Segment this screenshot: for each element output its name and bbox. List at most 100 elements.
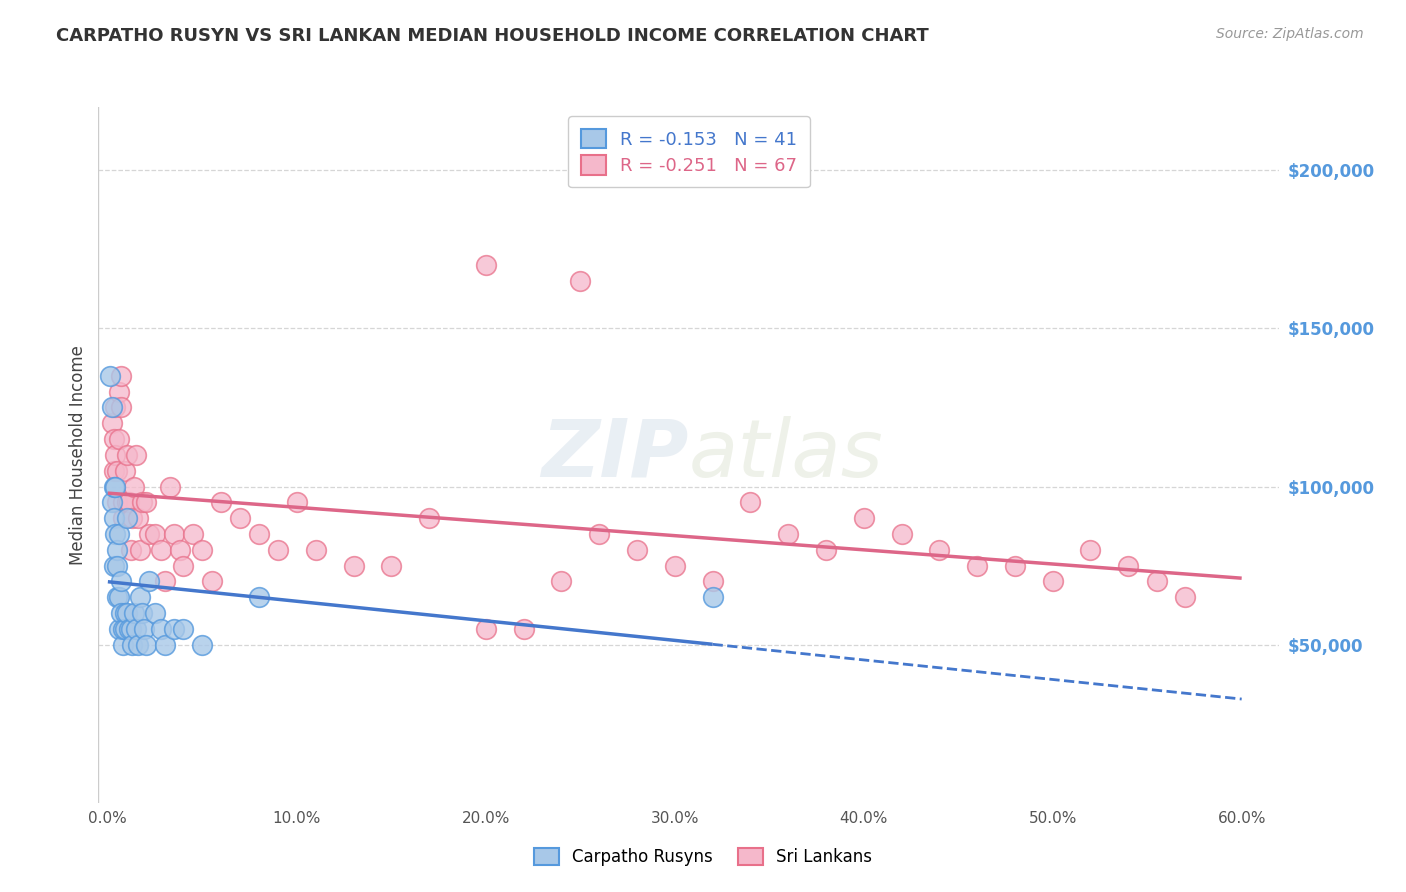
Point (127, 638, 149, 652)
Legend: R = -0.153   N = 41, R = -0.251   N = 67: R = -0.153 N = 41, R = -0.251 N = 67 (568, 116, 810, 187)
Point (209, 495, 232, 509)
Point (1116, 558, 1139, 573)
Point (163, 622, 186, 636)
Point (115, 511, 138, 525)
Point (104, 448, 127, 462)
Point (103, 558, 125, 573)
Point (163, 527, 186, 541)
Point (928, 542, 950, 557)
Point (105, 591, 128, 605)
Point (267, 542, 290, 557)
Point (110, 368, 132, 383)
Point (569, 274, 592, 288)
Point (108, 591, 131, 605)
Point (98, 368, 121, 383)
Point (550, 574, 572, 589)
Point (118, 495, 141, 509)
Point (1080, 542, 1102, 557)
Point (852, 511, 875, 525)
Point (702, 591, 724, 605)
Point (121, 638, 143, 652)
Point (104, 527, 127, 541)
Point (380, 558, 402, 573)
Text: Source: ZipAtlas.com: Source: ZipAtlas.com (1216, 27, 1364, 41)
Point (135, 495, 157, 509)
Point (702, 574, 724, 589)
Point (111, 638, 134, 652)
Point (305, 542, 328, 557)
Point (115, 448, 138, 462)
Point (103, 432, 125, 446)
Point (110, 401, 132, 415)
Point (111, 495, 134, 509)
Point (191, 638, 214, 652)
Point (138, 527, 160, 541)
Point (664, 558, 686, 573)
Point (105, 464, 128, 478)
Point (153, 574, 176, 589)
Point (626, 542, 648, 557)
Point (127, 511, 149, 525)
Point (1146, 574, 1168, 589)
Point (115, 606, 138, 620)
Point (100, 495, 122, 509)
Point (159, 479, 181, 493)
Point (814, 542, 837, 557)
Point (115, 495, 138, 509)
Point (108, 527, 131, 541)
Point (104, 401, 127, 415)
Point (105, 542, 128, 557)
Point (890, 527, 912, 541)
Text: CARPATHO RUSYN VS SRI LANKAN MEDIAN HOUSEHOLD INCOME CORRELATION CHART: CARPATHO RUSYN VS SRI LANKAN MEDIAN HOUS… (56, 27, 929, 45)
Point (1174, 591, 1197, 605)
Text: atlas: atlas (689, 416, 884, 494)
Point (475, 622, 498, 636)
Point (110, 574, 132, 589)
Point (121, 511, 143, 525)
Point (103, 464, 125, 478)
Point (129, 591, 152, 605)
Point (966, 558, 988, 573)
Point (1042, 574, 1064, 589)
Point (153, 638, 176, 652)
Point (512, 622, 534, 636)
Point (108, 432, 131, 446)
Point (740, 495, 762, 509)
Point (149, 622, 172, 636)
Point (1004, 558, 1026, 573)
Point (104, 479, 127, 493)
Point (125, 448, 148, 462)
Point (108, 384, 131, 399)
Point (124, 479, 146, 493)
Point (475, 258, 498, 272)
Point (100, 417, 122, 431)
Point (114, 606, 136, 620)
Point (418, 511, 440, 525)
Point (169, 542, 191, 557)
Point (124, 606, 146, 620)
Point (103, 479, 125, 493)
Point (120, 622, 142, 636)
Point (118, 622, 141, 636)
Point (111, 622, 134, 636)
Point (120, 542, 142, 557)
Point (132, 622, 155, 636)
Point (111, 511, 134, 525)
Point (229, 511, 252, 525)
Point (191, 542, 214, 557)
Point (181, 527, 204, 541)
Point (114, 464, 136, 478)
Point (105, 495, 128, 509)
Point (342, 558, 364, 573)
Point (105, 558, 128, 573)
Y-axis label: Median Household Income: Median Household Income (69, 345, 87, 565)
Point (143, 527, 166, 541)
Point (125, 622, 148, 636)
Point (588, 527, 610, 541)
Point (114, 622, 136, 636)
Point (285, 495, 308, 509)
Point (100, 401, 122, 415)
Point (172, 622, 194, 636)
Text: ZIP: ZIP (541, 416, 689, 494)
Point (143, 606, 166, 620)
